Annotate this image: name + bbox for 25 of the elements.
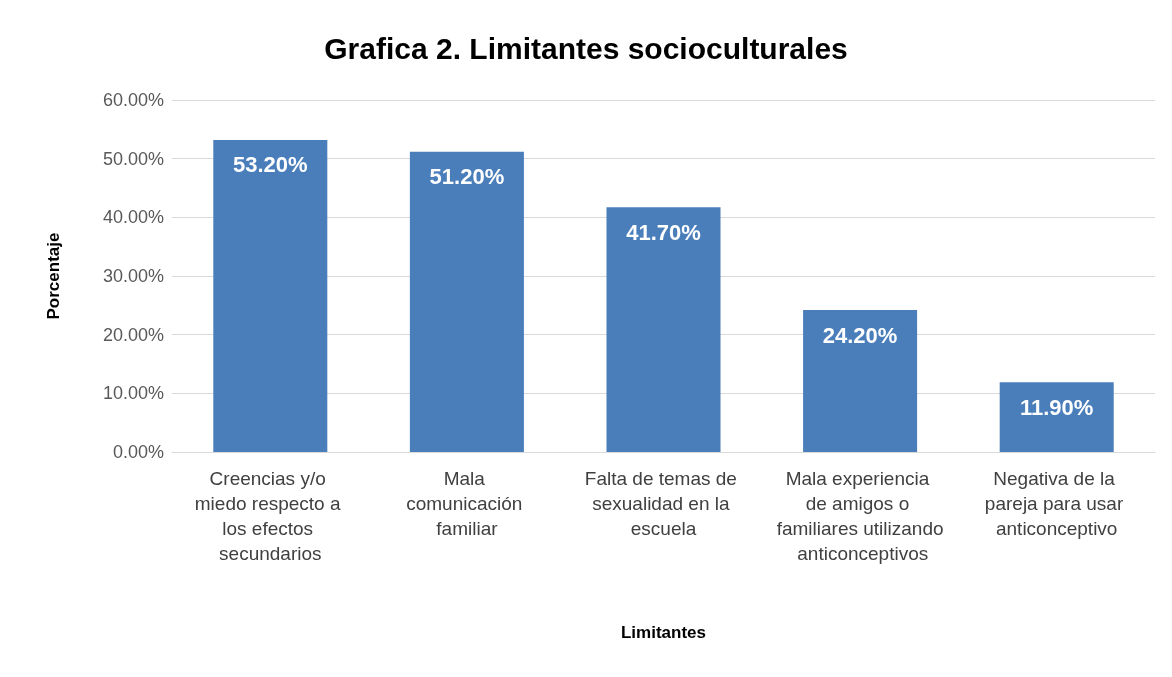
y-tick-label: 40.00%: [102, 207, 164, 228]
data-label: 53.20%: [232, 152, 308, 178]
data-label: 41.70%: [626, 219, 701, 245]
data-label: 51.20%: [429, 164, 505, 190]
y-axis-title: Porcentaje: [44, 232, 63, 320]
x-tick-label: Mala experiencia de amigos o familiares utilizando anticonceptivos: [776, 468, 944, 564]
data-label: 11.90%: [1020, 394, 1094, 420]
bar: [213, 139, 328, 452]
y-tick-label: 0.00%: [112, 442, 164, 462]
data-label: 24.20%: [822, 322, 898, 348]
x-tick-label: Creencias y/o miedo respecto a los efectos secundarios: [194, 468, 346, 564]
y-tick-label: 50.00%: [102, 148, 164, 169]
x-tick-label: Falta de temas de sexualidad en la escuela: [584, 468, 743, 539]
bar: [409, 151, 524, 452]
chart-title: Grafica 2. Limitantes socioculturales: [324, 31, 848, 65]
x-axis-title: Limitantes: [620, 623, 707, 642]
y-tick-label: 60.00%: [102, 90, 164, 110]
bar: [606, 207, 721, 452]
y-tick-label: 10.00%: [102, 383, 164, 404]
x-tick-label: Mala comunicación familiar: [406, 468, 528, 539]
x-tick-label: Negativa de la pareja para usar anticonceptivo: [984, 468, 1129, 539]
bar: [999, 382, 1114, 452]
bar: [803, 310, 918, 452]
y-tick-label: 30.00%: [102, 266, 164, 286]
y-tick-label: 20.00%: [102, 324, 164, 345]
